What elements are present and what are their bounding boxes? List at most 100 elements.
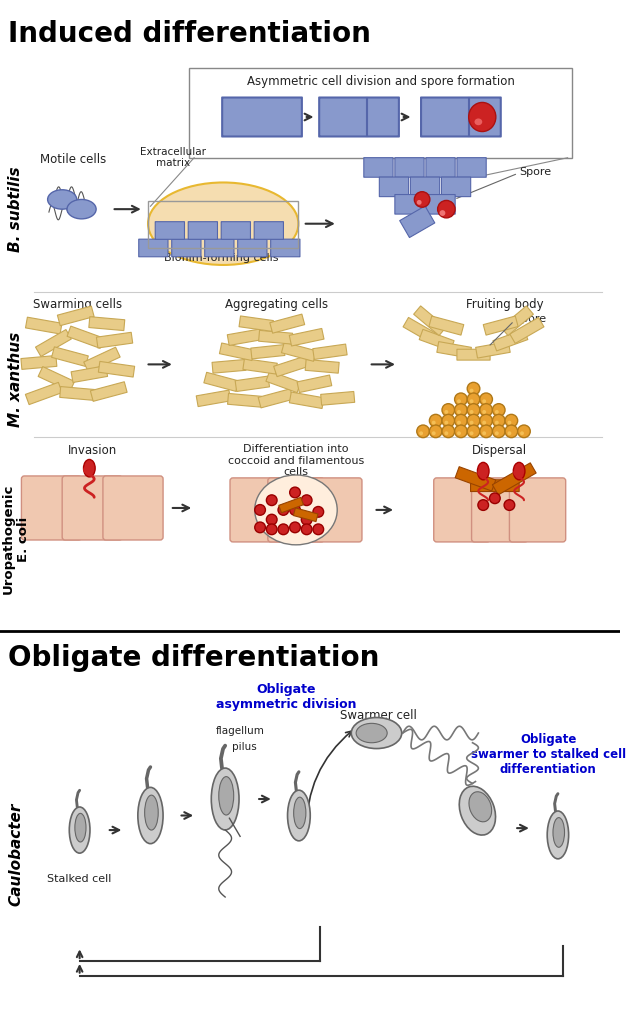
Ellipse shape: [482, 400, 486, 404]
Ellipse shape: [553, 817, 564, 848]
Ellipse shape: [442, 415, 454, 427]
Text: Uropathogenic
E. coli: Uropathogenic E. coli: [2, 484, 29, 594]
Text: Invasion: Invasion: [68, 444, 117, 457]
FancyBboxPatch shape: [22, 476, 82, 540]
Ellipse shape: [507, 421, 511, 425]
Ellipse shape: [266, 514, 277, 525]
FancyBboxPatch shape: [470, 480, 519, 492]
FancyBboxPatch shape: [227, 393, 261, 408]
Ellipse shape: [138, 788, 163, 844]
Ellipse shape: [444, 410, 449, 414]
FancyBboxPatch shape: [235, 376, 270, 391]
FancyBboxPatch shape: [71, 366, 107, 382]
FancyBboxPatch shape: [254, 222, 284, 239]
FancyBboxPatch shape: [410, 177, 440, 197]
FancyBboxPatch shape: [227, 329, 262, 346]
FancyBboxPatch shape: [139, 239, 168, 257]
Ellipse shape: [493, 404, 505, 417]
Ellipse shape: [429, 415, 442, 427]
Ellipse shape: [493, 415, 505, 427]
Ellipse shape: [505, 415, 518, 427]
Ellipse shape: [480, 393, 493, 406]
FancyBboxPatch shape: [221, 222, 250, 239]
Ellipse shape: [212, 768, 239, 830]
Ellipse shape: [454, 425, 467, 438]
Ellipse shape: [444, 431, 449, 435]
Text: Induced differentiation: Induced differentiation: [8, 20, 371, 48]
FancyBboxPatch shape: [270, 314, 305, 334]
FancyBboxPatch shape: [321, 391, 355, 406]
Ellipse shape: [478, 500, 489, 510]
FancyBboxPatch shape: [59, 386, 96, 401]
Text: Spore: Spore: [514, 314, 546, 323]
Ellipse shape: [255, 475, 337, 545]
Ellipse shape: [432, 421, 436, 425]
FancyBboxPatch shape: [380, 177, 408, 197]
Text: Aggregating cells: Aggregating cells: [225, 298, 328, 311]
FancyBboxPatch shape: [297, 375, 332, 392]
Ellipse shape: [313, 524, 323, 534]
FancyBboxPatch shape: [395, 157, 424, 177]
FancyBboxPatch shape: [413, 306, 446, 336]
FancyBboxPatch shape: [364, 157, 393, 177]
FancyBboxPatch shape: [26, 317, 62, 334]
FancyBboxPatch shape: [26, 382, 62, 405]
Text: Caulobacter: Caulobacter: [8, 803, 23, 906]
FancyBboxPatch shape: [259, 331, 293, 344]
Text: Motile cells: Motile cells: [40, 152, 106, 165]
Ellipse shape: [468, 102, 496, 132]
Ellipse shape: [457, 410, 461, 414]
FancyBboxPatch shape: [172, 239, 201, 257]
Ellipse shape: [417, 425, 429, 438]
Ellipse shape: [48, 190, 77, 209]
FancyBboxPatch shape: [400, 206, 435, 237]
FancyBboxPatch shape: [258, 388, 293, 408]
Ellipse shape: [480, 415, 493, 427]
FancyBboxPatch shape: [96, 333, 133, 348]
Ellipse shape: [255, 522, 265, 532]
Ellipse shape: [467, 415, 480, 427]
FancyBboxPatch shape: [155, 222, 185, 239]
FancyBboxPatch shape: [266, 371, 301, 392]
Ellipse shape: [429, 425, 442, 438]
Ellipse shape: [302, 514, 312, 525]
FancyBboxPatch shape: [429, 316, 464, 335]
FancyBboxPatch shape: [395, 195, 424, 214]
FancyBboxPatch shape: [289, 329, 324, 346]
Ellipse shape: [520, 431, 524, 435]
Ellipse shape: [457, 421, 461, 425]
Ellipse shape: [470, 400, 473, 404]
Ellipse shape: [289, 522, 300, 532]
Ellipse shape: [482, 431, 486, 435]
Ellipse shape: [442, 425, 454, 438]
Ellipse shape: [495, 421, 499, 425]
Ellipse shape: [489, 493, 500, 504]
Text: Swarmer cell: Swarmer cell: [340, 709, 417, 722]
FancyBboxPatch shape: [103, 476, 163, 540]
Ellipse shape: [482, 410, 486, 414]
FancyBboxPatch shape: [442, 177, 471, 197]
Ellipse shape: [289, 505, 300, 515]
FancyBboxPatch shape: [312, 344, 347, 359]
FancyBboxPatch shape: [243, 359, 277, 374]
FancyBboxPatch shape: [305, 360, 339, 373]
FancyBboxPatch shape: [204, 372, 239, 391]
Text: Differentiation into
coccoid and filamentous
cells: Differentiation into coccoid and filamen…: [228, 444, 364, 478]
Ellipse shape: [470, 421, 473, 425]
Ellipse shape: [454, 393, 467, 406]
Ellipse shape: [438, 201, 455, 218]
FancyBboxPatch shape: [437, 342, 472, 358]
FancyBboxPatch shape: [501, 306, 534, 336]
Ellipse shape: [219, 777, 234, 815]
Text: Fruiting body: Fruiting body: [466, 298, 543, 311]
Ellipse shape: [513, 462, 525, 480]
FancyBboxPatch shape: [282, 343, 316, 361]
Ellipse shape: [469, 792, 491, 821]
Bar: [189, 69, 573, 158]
Ellipse shape: [467, 393, 480, 406]
Ellipse shape: [442, 404, 454, 417]
Ellipse shape: [417, 200, 422, 205]
Ellipse shape: [504, 500, 515, 510]
Ellipse shape: [480, 425, 493, 438]
FancyBboxPatch shape: [510, 317, 544, 344]
